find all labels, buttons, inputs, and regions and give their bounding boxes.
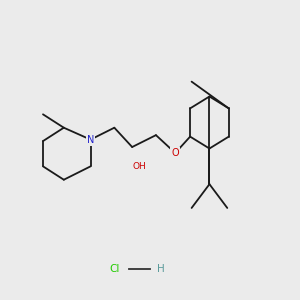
Text: OH: OH — [133, 162, 146, 171]
Text: Cl: Cl — [109, 264, 119, 274]
Text: O: O — [172, 148, 179, 158]
Text: N: N — [87, 135, 94, 145]
Text: H: H — [157, 264, 164, 274]
